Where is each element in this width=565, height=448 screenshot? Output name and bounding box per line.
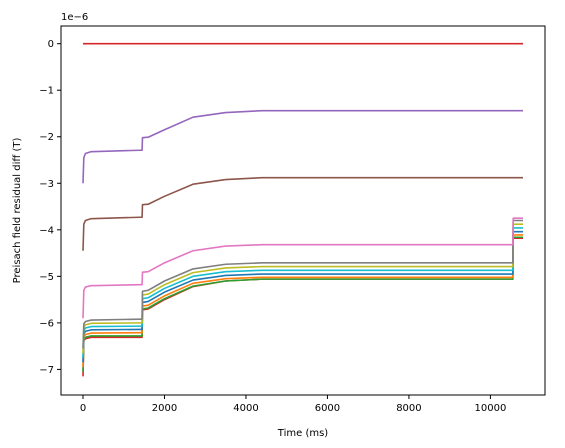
y-tick-label: −4 <box>39 225 54 236</box>
y-tick-label: −3 <box>39 179 54 190</box>
y-tick-label: −6 <box>39 318 54 329</box>
y-tick-label: 0 <box>48 39 54 50</box>
y-tick-label: −1 <box>39 86 54 97</box>
y-tick-label: −2 <box>39 132 54 143</box>
y-tick-label: −5 <box>39 272 54 283</box>
x-tick-label: 8000 <box>396 403 421 414</box>
series-line-3 <box>82 176 523 251</box>
plot-frame <box>60 25 546 396</box>
ticks-layer: 0 2000 4000 6000 8000 10000 0 −1 −2 −3 −4 −5 −6 −7 <box>39 39 506 414</box>
y-axis-offset-label: 1e−6 <box>61 12 88 23</box>
x-tick-label: 4000 <box>233 403 258 414</box>
series-line-4 <box>82 217 523 319</box>
series-line-10 <box>82 236 523 372</box>
x-tick-label: 0 <box>80 403 86 414</box>
series-line-9 <box>82 234 523 368</box>
plot-area <box>82 42 523 377</box>
y-tick-label: −7 <box>39 365 54 376</box>
series-line-7 <box>82 227 523 358</box>
y-axis-label: Preisach field residual diff (T) <box>12 138 23 284</box>
x-axis-label: Time (ms) <box>277 428 329 439</box>
series-line-8 <box>82 230 523 363</box>
x-tick-label: 6000 <box>315 403 340 414</box>
x-tick-label: 10000 <box>475 403 507 414</box>
series-line-6 <box>82 223 523 354</box>
x-tick-label: 2000 <box>152 403 177 414</box>
series-line-5 <box>82 219 523 349</box>
series-line-2 <box>82 109 523 184</box>
